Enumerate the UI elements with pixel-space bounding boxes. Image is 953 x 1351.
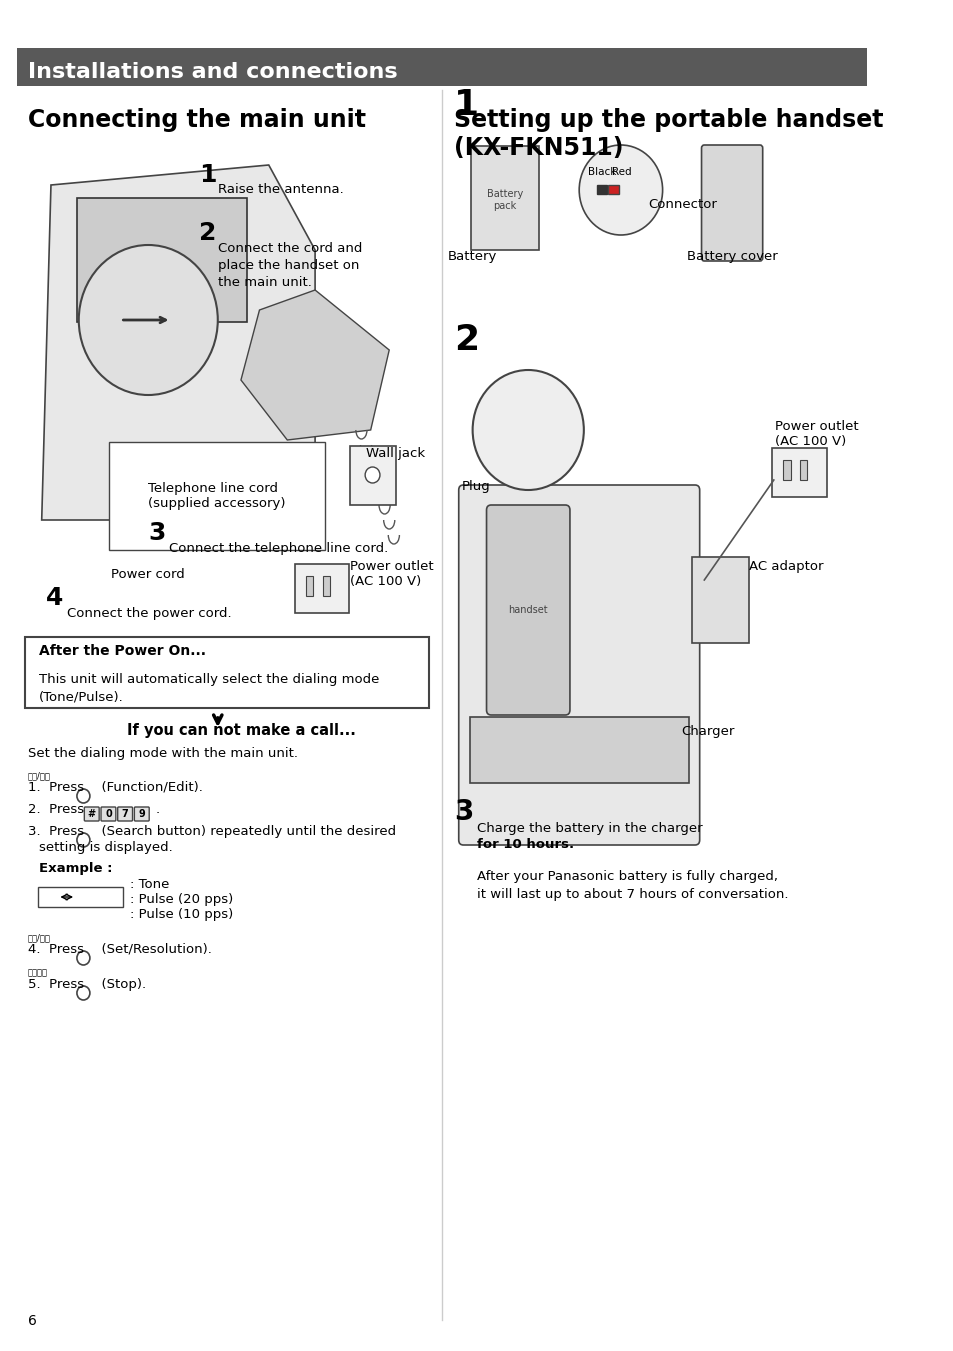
FancyBboxPatch shape <box>322 576 330 596</box>
Text: 6: 6 <box>28 1315 36 1328</box>
FancyBboxPatch shape <box>38 888 123 907</box>
Text: Battery cover: Battery cover <box>686 250 777 263</box>
Circle shape <box>77 834 90 847</box>
Text: Installations and connections: Installations and connections <box>28 62 397 82</box>
Text: 5.  Press: 5. Press <box>28 978 92 992</box>
Text: 3.  Press: 3. Press <box>28 825 92 838</box>
Circle shape <box>77 986 90 1000</box>
Text: 9: 9 <box>138 809 145 819</box>
FancyBboxPatch shape <box>84 807 99 821</box>
Text: Telephone line cord
(supplied accessory): Telephone line cord (supplied accessory) <box>148 482 286 509</box>
Circle shape <box>77 789 90 802</box>
Text: 2.  Press: 2. Press <box>28 802 92 816</box>
Text: (Function/Edit).: (Function/Edit). <box>92 781 202 794</box>
FancyBboxPatch shape <box>692 557 748 643</box>
Text: 3: 3 <box>454 798 473 825</box>
Text: #: # <box>88 809 95 819</box>
Circle shape <box>578 145 662 235</box>
Text: ストップ: ストップ <box>28 969 48 977</box>
FancyBboxPatch shape <box>134 807 149 821</box>
Polygon shape <box>42 165 314 520</box>
Circle shape <box>77 951 90 965</box>
FancyBboxPatch shape <box>771 449 826 497</box>
Text: for 10 hours.: for 10 hours. <box>476 838 574 851</box>
Text: Charger: Charger <box>680 725 734 738</box>
FancyBboxPatch shape <box>25 638 429 708</box>
Text: 機能/修正: 機能/修正 <box>28 771 51 780</box>
Text: 4.  Press: 4. Press <box>28 943 92 957</box>
FancyBboxPatch shape <box>700 145 761 261</box>
Text: Raise the antenna.: Raise the antenna. <box>217 182 343 196</box>
Text: (Stop).: (Stop). <box>92 978 146 992</box>
Text: 2: 2 <box>199 222 216 245</box>
Text: If you can not make a call...: If you can not make a call... <box>127 723 355 738</box>
Text: : Pulse (10 pps): : Pulse (10 pps) <box>130 908 233 921</box>
Text: Setting up the portable handset
(KX-FKN511): Setting up the portable handset (KX-FKN5… <box>454 108 882 159</box>
FancyBboxPatch shape <box>294 563 349 613</box>
FancyBboxPatch shape <box>306 576 313 596</box>
Text: 1.  Press: 1. Press <box>28 781 92 794</box>
FancyBboxPatch shape <box>77 199 247 322</box>
Text: Power outlet
(AC 100 V): Power outlet (AC 100 V) <box>774 420 858 449</box>
FancyBboxPatch shape <box>486 505 569 715</box>
FancyBboxPatch shape <box>782 459 790 480</box>
Text: 1: 1 <box>454 88 478 122</box>
Circle shape <box>365 467 379 484</box>
Text: 決定/精負: 決定/精負 <box>28 934 51 942</box>
Text: Charge the battery in the charger: Charge the battery in the charger <box>476 821 706 835</box>
Text: 0: 0 <box>105 809 112 819</box>
Text: 1: 1 <box>199 163 216 186</box>
Text: 2: 2 <box>454 323 478 357</box>
FancyBboxPatch shape <box>608 185 618 193</box>
Text: Wall jack: Wall jack <box>366 447 425 459</box>
FancyBboxPatch shape <box>470 146 538 250</box>
Text: Plug: Plug <box>461 480 490 493</box>
FancyBboxPatch shape <box>470 717 688 784</box>
Circle shape <box>472 370 583 490</box>
Text: 4: 4 <box>47 586 64 611</box>
Text: Connect the power cord.: Connect the power cord. <box>67 607 232 620</box>
Text: .: . <box>155 802 160 816</box>
Text: Connect the telephone line cord.: Connect the telephone line cord. <box>169 542 388 555</box>
Text: Power outlet
(AC 100 V): Power outlet (AC 100 V) <box>350 561 434 588</box>
Polygon shape <box>241 290 389 440</box>
Text: (Set/Resolution).: (Set/Resolution). <box>92 943 212 957</box>
Text: This unit will automatically select the dialing mode
(Tone/Pulse).: This unit will automatically select the … <box>39 673 379 703</box>
Text: 3: 3 <box>148 521 166 544</box>
Text: : Pulse (20 pps): : Pulse (20 pps) <box>130 893 233 907</box>
Text: Battery
pack: Battery pack <box>486 189 522 211</box>
Text: After the Power On...: After the Power On... <box>39 644 206 658</box>
FancyBboxPatch shape <box>799 459 806 480</box>
Text: handset: handset <box>508 605 547 615</box>
FancyBboxPatch shape <box>350 446 395 505</box>
FancyBboxPatch shape <box>16 49 866 86</box>
Text: Red: Red <box>611 168 631 177</box>
Text: setting is displayed.: setting is displayed. <box>39 842 172 854</box>
Text: AC adaptor: AC adaptor <box>748 561 822 573</box>
Circle shape <box>79 245 217 394</box>
Text: After your Panasonic battery is fully charged,
it will last up to about 7 hours : After your Panasonic battery is fully ch… <box>476 870 788 901</box>
Text: Black: Black <box>588 168 617 177</box>
Text: Set the dialing mode with the main unit.: Set the dialing mode with the main unit. <box>28 747 297 761</box>
FancyBboxPatch shape <box>101 807 115 821</box>
FancyBboxPatch shape <box>458 485 699 844</box>
Text: Connecting the main unit: Connecting the main unit <box>28 108 365 132</box>
Text: : Tone: : Tone <box>130 878 169 892</box>
Text: Connector: Connector <box>648 199 717 211</box>
Text: Power cord: Power cord <box>112 567 185 581</box>
Text: Example :: Example : <box>39 862 112 875</box>
Text: 7: 7 <box>122 809 129 819</box>
FancyBboxPatch shape <box>117 807 132 821</box>
FancyBboxPatch shape <box>597 185 607 193</box>
Text: Connect the cord and
place the handset on
the main unit.: Connect the cord and place the handset o… <box>217 242 362 289</box>
Text: Battery: Battery <box>448 250 497 263</box>
Text: (Search button) repeatedly until the desired: (Search button) repeatedly until the des… <box>92 825 395 838</box>
